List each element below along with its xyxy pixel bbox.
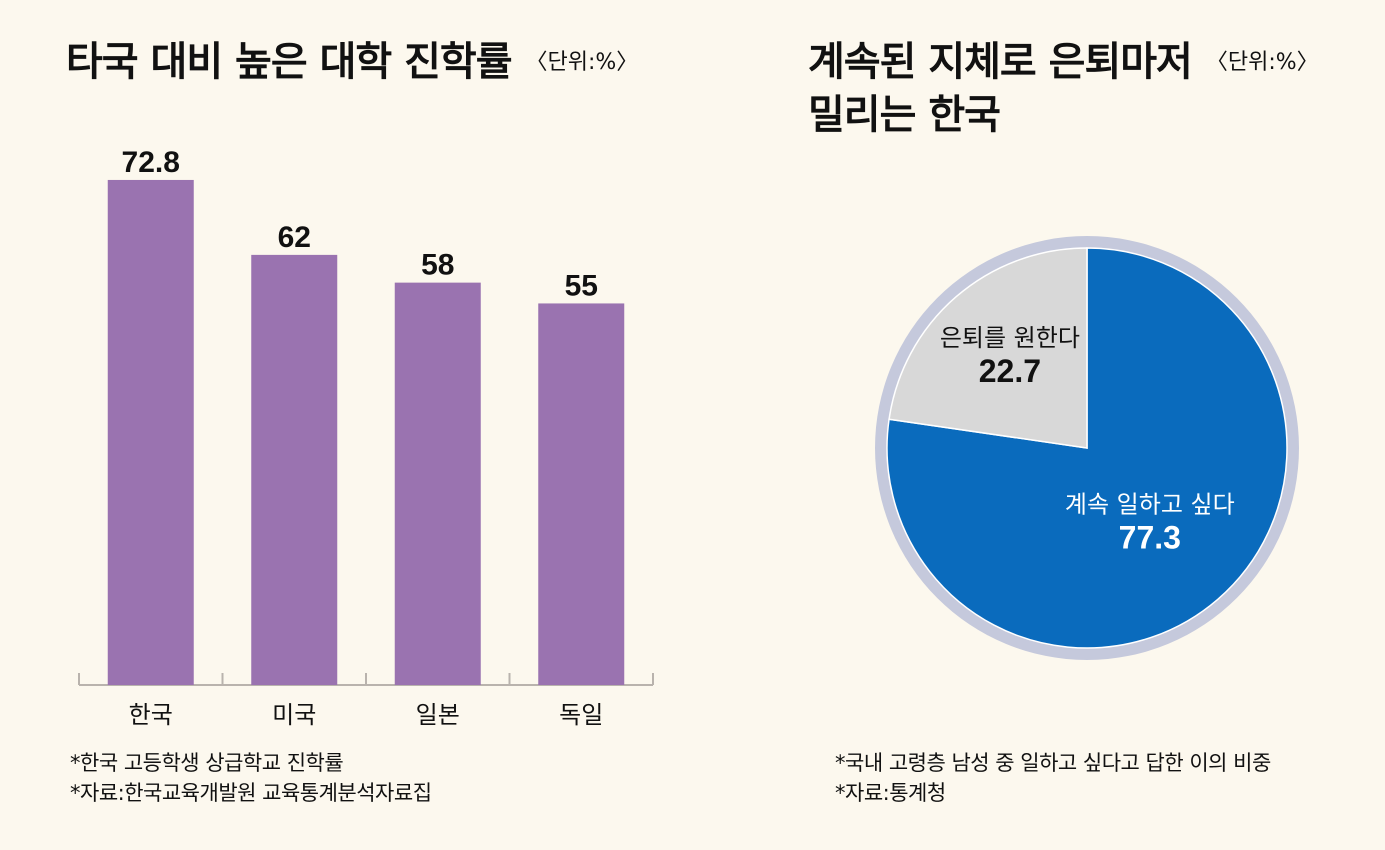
pie-chart-title: 계속된 지체로 은퇴마저 〈단위:%〉 밀리는 한국 bbox=[808, 36, 1319, 141]
pie-chart-unit: 〈단위:%〉 bbox=[1205, 50, 1319, 75]
bar-chart-note-1: *한국 고등학생 상급학교 진학률 bbox=[70, 751, 344, 775]
pie-slice-2 bbox=[888, 247, 1088, 449]
bar-chart-source: *자료:한국교육개발원 교육통계분석자료집 bbox=[70, 781, 432, 805]
pie-chart-source: *자료:통계청 bbox=[835, 781, 946, 805]
bar-chart: 72.8 한국 62 미국 58 일본 55 독일 bbox=[78, 146, 654, 729]
bar-value-label: 58 bbox=[421, 249, 454, 282]
bar-3 bbox=[394, 282, 481, 685]
x-tick-label: 일본 bbox=[416, 701, 460, 729]
x-tick-label: 독일 bbox=[559, 701, 603, 729]
bar-chart-title-text: 타국 대비 높은 대학 진학률 bbox=[66, 39, 513, 85]
pie-slice-value: 22.7 bbox=[979, 353, 1041, 389]
bar-2 bbox=[251, 254, 338, 685]
pie-chart-title-line2: 밀리는 한국 bbox=[808, 92, 1001, 138]
pie-slice-label: 은퇴를 원한다 bbox=[940, 324, 1080, 352]
bar-1 bbox=[107, 179, 194, 685]
pie-slice-value: 77.3 bbox=[1119, 520, 1181, 556]
pie-chart-note-1: *국내 고령층 남성 중 일하고 싶다고 답한 이의 비중 bbox=[835, 751, 1271, 775]
bar-value-label: 72.8 bbox=[122, 146, 180, 179]
bar-value-label: 55 bbox=[565, 269, 598, 302]
x-tick-label: 한국 bbox=[129, 701, 173, 729]
pie-chart-title-line1: 계속된 지체로 은퇴마저 bbox=[808, 39, 1193, 85]
bar-value-label: 62 bbox=[278, 221, 311, 254]
pie-slice-label: 계속 일하고 싶다 bbox=[1065, 491, 1235, 519]
x-tick-label: 미국 bbox=[272, 701, 316, 729]
bar-chart-unit: 〈단위:%〉 bbox=[525, 50, 639, 75]
bar-chart-notes: *한국 고등학생 상급학교 진학률 *자료:한국교육개발원 교육통계분석자료집 bbox=[70, 748, 432, 808]
bar-4 bbox=[538, 303, 625, 685]
pie-chart-notes: *국내 고령층 남성 중 일하고 싶다고 답한 이의 비중 *자료:통계청 bbox=[835, 748, 1271, 808]
bar-chart-title: 타국 대비 높은 대학 진학률 〈단위:%〉 bbox=[66, 36, 638, 89]
